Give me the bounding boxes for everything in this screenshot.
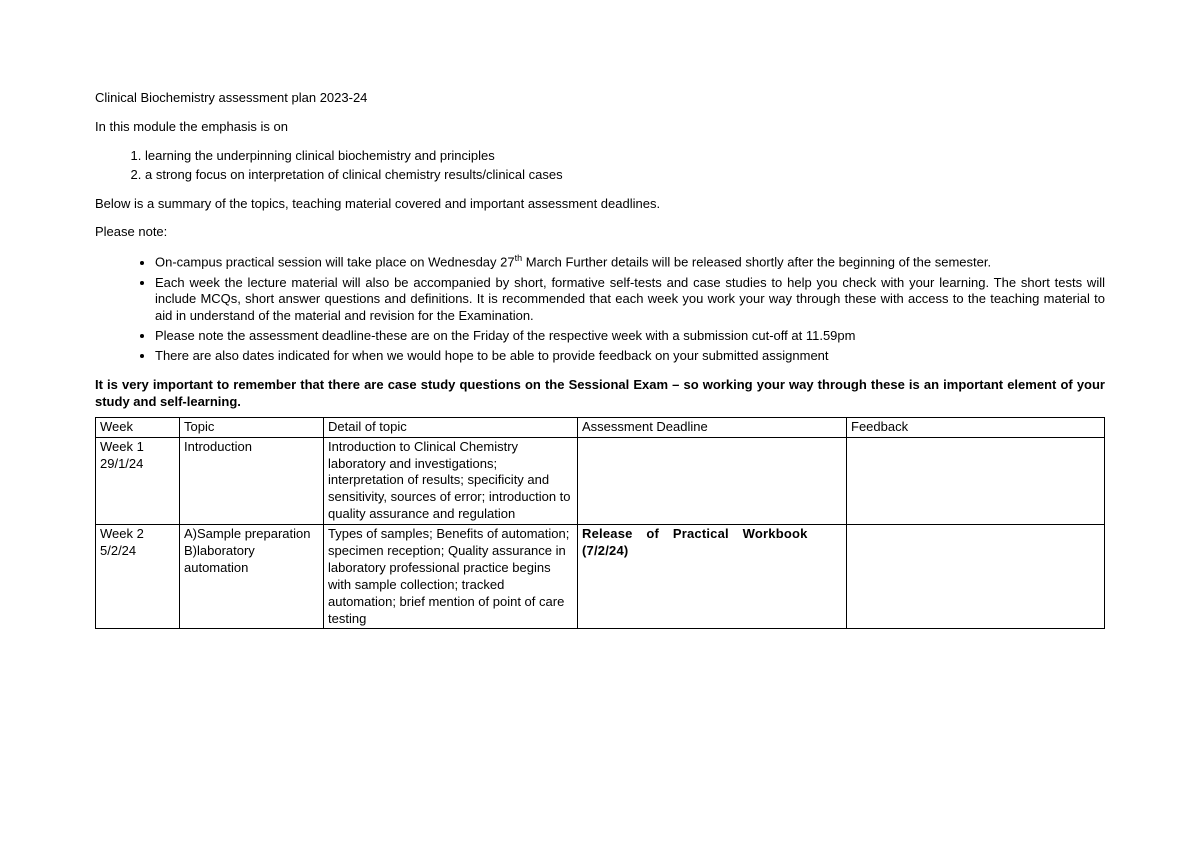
doc-title: Clinical Biochemistry assessment plan 20… (95, 90, 1105, 107)
col-header-feedback: Feedback (847, 417, 1105, 437)
please-note-label: Please note: (95, 224, 1105, 241)
col-header-assessment: Assessment Deadline (578, 417, 847, 437)
table-row: Week 1 29/1/24 Introduction Introduction… (96, 437, 1105, 524)
cell-detail: Types of samples; Benefits of automation… (324, 525, 578, 629)
cell-week: Week 1 29/1/24 (96, 437, 180, 524)
intro-line: In this module the emphasis is on (95, 119, 1105, 136)
summary-line: Below is a summary of the topics, teachi… (95, 196, 1105, 213)
note-text: March Further details will be released s… (522, 255, 991, 270)
cell-feedback (847, 437, 1105, 524)
note-item: There are also dates indicated for when … (155, 348, 1105, 365)
assessment-bold-date: (7/2/24) (582, 543, 628, 558)
notes-list: On-campus practical session will take pl… (95, 253, 1105, 365)
note-text: On-campus practical session will take pl… (155, 255, 515, 270)
assessment-bold: Release of Practical Workbook (582, 526, 808, 541)
cell-topic: A)Sample preparation B)laboratory automa… (180, 525, 324, 629)
note-sup: th (515, 253, 523, 263)
emphasis-list: learning the underpinning clinical bioch… (95, 148, 1105, 184)
col-header-topic: Topic (180, 417, 324, 437)
cell-assessment (578, 437, 847, 524)
week-date: 5/2/24 (100, 543, 136, 558)
emphasis-item: a strong focus on interpretation of clin… (145, 167, 1105, 184)
emphasis-item: learning the underpinning clinical bioch… (145, 148, 1105, 165)
table-row: Week 2 5/2/24 A)Sample preparation B)lab… (96, 525, 1105, 629)
cell-assessment: Release of Practical Workbook (7/2/24) (578, 525, 847, 629)
note-item: Please note the assessment deadline-thes… (155, 328, 1105, 345)
week-label: Week 2 (100, 526, 144, 541)
cell-detail: Introduction to Clinical Chemistry labor… (324, 437, 578, 524)
week-date: 29/1/24 (100, 456, 143, 471)
col-header-week: Week (96, 417, 180, 437)
note-item: Each week the lecture material will also… (155, 275, 1105, 326)
cell-week: Week 2 5/2/24 (96, 525, 180, 629)
note-item: On-campus practical session will take pl… (155, 253, 1105, 271)
col-header-detail: Detail of topic (324, 417, 578, 437)
schedule-table: Week Topic Detail of topic Assessment De… (95, 417, 1105, 630)
cell-topic: Introduction (180, 437, 324, 524)
important-note: It is very important to remember that th… (95, 377, 1105, 411)
cell-feedback (847, 525, 1105, 629)
table-header-row: Week Topic Detail of topic Assessment De… (96, 417, 1105, 437)
week-label: Week 1 (100, 439, 144, 454)
